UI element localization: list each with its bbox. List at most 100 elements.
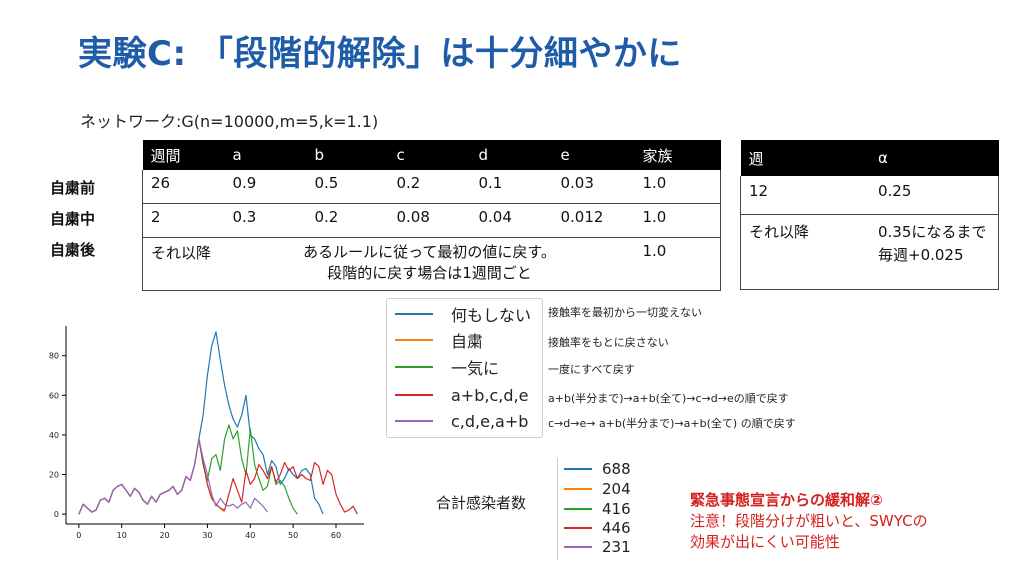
header-c: c [388,140,471,170]
legend-swatch [395,420,433,422]
header-family: 家族 [634,140,721,170]
note-line2: 効果が出にくい可能性 [690,533,840,551]
y-tick-label: 40 [49,431,59,440]
total-item: 446 [564,519,631,537]
legend-label: 何もしない [451,306,532,325]
table-cell-after-weeks: それ以降 [142,237,225,291]
series-line-2 [78,438,226,515]
table-cell: 0.35になるまで毎週+0.025 [870,214,999,290]
total-swatch [564,468,592,470]
legend-swatch [395,366,433,368]
total-item: 416 [564,500,631,518]
table-cell: 0.2 [306,203,389,238]
caution-note: 緊急事態宣言からの緩和解② 注意！段階分けが粗いと、SWYCの 効果が出にくい可… [690,490,928,553]
legend-label: c,d,e,a+b [451,411,529,431]
series-line-5 [78,438,268,515]
series-line-3 [78,424,298,515]
table-cell: 0.9 [224,170,307,204]
alpha-table: 週 α 12 0.25 それ以降 0.35になるまで毎週+0.025 [740,140,999,290]
row-label-before: 自粛前 [50,179,96,197]
series-line-1 [78,331,324,515]
total-value: 204 [602,480,631,498]
table-cell: 1.0 [634,237,721,291]
table-cell: 0.1 [470,170,553,204]
table-header-row: 週間 a b c d e 家族 [142,140,721,170]
network-parameters: ネットワーク:G(n=10000,m=5,k=1.1) [80,112,379,131]
header-e: e [552,140,635,170]
total-swatch [564,527,592,529]
table-cell: 0.08 [388,203,471,238]
total-infected-label: 合計感染者数 [436,494,527,512]
header-a: a [224,140,307,170]
legend-description: a+b(半分まで)→a+b(全て)→c→d→eの順で戻す [548,392,789,405]
legend-item: 自粛 [395,328,483,352]
y-tick-label: 0 [54,510,59,519]
total-value: 688 [602,460,631,478]
table-cell: 26 [142,170,225,204]
legend-description: 一度にすべて戻す [548,363,635,376]
table-row: 12 0.25 [740,176,999,215]
total-swatch [564,488,592,490]
after-rule-line1: あるルールに従って最初の値に戻す。 [303,243,556,261]
total-infected-legend: 688 204 416 446 231 [557,458,631,560]
total-item: 688 [564,460,631,478]
table-cell: 1.0 [634,203,721,238]
table-cell: 0.012 [552,203,635,238]
table-cell: 0.04 [470,203,553,238]
table-row: 2 0.3 0.2 0.08 0.04 0.012 1.0 [142,203,721,238]
x-tick-label: 30 [202,531,212,540]
legend-description: 接触率を最初から一切変えない [548,306,702,319]
x-tick-label: 50 [288,531,298,540]
legend-swatch [395,394,433,396]
table-cell: 0.2 [388,170,471,204]
note-title: 緊急事態宣言からの緩和解② [690,491,883,509]
header-week: 週 [740,140,870,176]
legend-item: a+b,c,d,e [395,383,528,407]
row-label-during: 自粛中 [50,210,96,228]
x-tick-label: 0 [76,531,81,540]
table-cell: 12 [740,176,870,215]
x-tick-label: 40 [245,531,255,540]
total-value: 416 [602,500,631,518]
table-header-row: 週 α [740,140,999,176]
after-rule-line2: 段階的に戻す場合は1週間ごと [327,264,532,282]
legend-description: 接触率をもとに戻さない [548,336,669,349]
header-weeks: 週間 [142,140,225,170]
legend-item: 一気に [395,355,499,379]
legend-label: 一気に [451,359,500,378]
slide-title: 実験C: 「段階的解除」は十分細やかに [78,34,682,74]
x-tick-label: 10 [117,531,127,540]
legend-item: c,d,e,a+b [395,409,528,433]
row-label-after: 自粛後 [50,241,96,259]
y-tick-label: 20 [49,471,59,480]
total-swatch [564,508,592,510]
header-b: b [306,140,389,170]
note-line1: 注意！段階分けが粗いと、SWYCの [690,512,928,530]
table-row: 26 0.9 0.5 0.2 0.1 0.03 1.0 [142,170,721,204]
legend-item: 何もしない [395,302,531,326]
header-d: d [470,140,553,170]
header-alpha: α [870,140,999,176]
legend-description: c→d→e→ a+b(半分まで)→a+b(全て) の順で戻す [548,417,796,430]
legend-label: 自粛 [451,332,484,351]
x-tick-label: 20 [159,531,169,540]
x-tick-label: 60 [331,531,341,540]
chart-legend: 何もしない 自粛 一気に a+b,c,d,e c,d,e,a+b [386,298,543,438]
y-tick-label: 60 [49,391,59,400]
total-item: 204 [564,480,631,498]
total-swatch [564,546,592,548]
total-value: 446 [602,519,631,537]
table-cell: それ以降 [740,214,870,290]
table-cell-after-rule: あるルールに従って最初の値に戻す。 段階的に戻す場合は1週間ごと [224,237,635,291]
total-item: 231 [564,538,631,556]
table-cell: 0.5 [306,170,389,204]
contact-rate-table: 週間 a b c d e 家族 26 0.9 0.5 0.2 0.1 0.03 … [142,140,721,291]
total-value: 231 [602,538,631,556]
table-cell: 0.3 [224,203,307,238]
table-cell: 0.25 [870,176,999,215]
y-tick-label: 80 [49,352,59,361]
table-cell: 0.03 [552,170,635,204]
legend-swatch [395,313,433,315]
legend-label: a+b,c,d,e [451,385,529,405]
table-cell: 2 [142,203,225,238]
